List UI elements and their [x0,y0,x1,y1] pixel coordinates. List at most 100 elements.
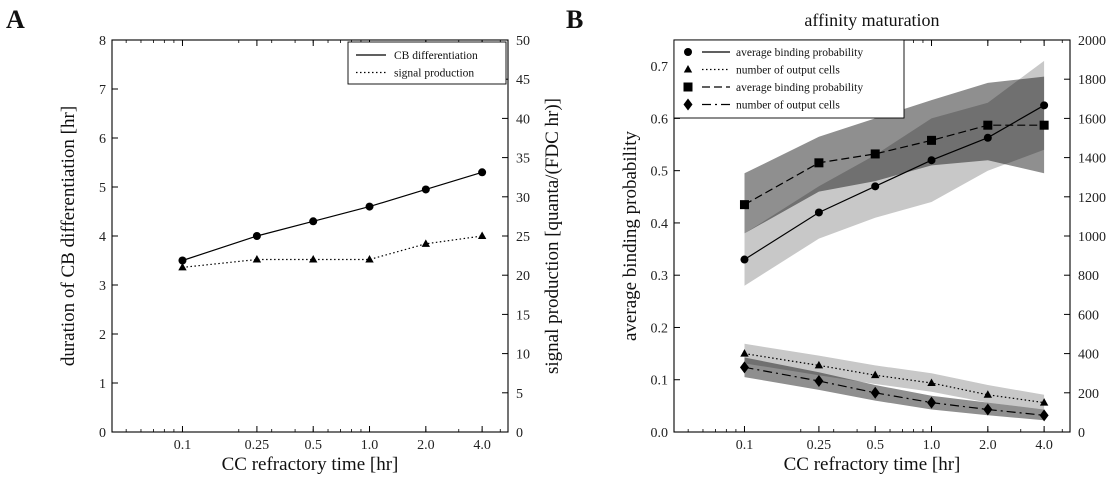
data-point-1-4 [983,390,993,398]
data-point-1-1 [814,360,824,369]
panel-b-chart: 0.1 0.25 0.5 1.0 2.0 4.0 0.0 0.1 0.2 0.3 0.4 0.5 0.6… [620,10,1106,475]
x-axis-label: CC refractory time [hr] [784,454,961,475]
data-point-0-5 [1040,101,1049,110]
y-left-tick-label: 0.7 [651,60,669,75]
x-axis-label: CC refractory time [hr] [222,454,399,475]
plot-frame [111,39,509,433]
x-tick-label: 0.25 [245,438,270,453]
legend-marker-2 [683,82,693,92]
x-tick-label: 4.0 [473,438,491,453]
y-right-tick-label: 0 [516,426,523,441]
y-left-tick-label: 5 [99,181,106,196]
y-right-tick-label: 10 [516,348,530,363]
y-left-tick-label: 0.6 [651,112,669,127]
x-tick-label: 1.0 [923,438,941,453]
legend-marker-3 [683,98,693,111]
data-point-0-1 [814,208,823,217]
y-left-tick-label: 2 [99,328,106,343]
y-right-tick-label: 1600 [1078,112,1106,127]
panel-a-letter: A [6,5,25,34]
data-point-0-0 [178,256,187,265]
series-line-1 [744,353,1045,404]
data-point-0-0 [740,255,749,264]
y-right-axis-label: signal production [quanta/(FDC hr)] [542,98,563,374]
data-point-1-0 [178,262,187,271]
y-right-tick-label: 45 [516,73,530,88]
x-tick-label: 0.1 [736,438,754,453]
panel-a-chart: 0.1 0.25 0.5 1.0 2.0 4.0012345678051015202530… [58,34,563,475]
y-right-tick-label: 1000 [1078,230,1106,245]
legend-label-0: average binding probability [736,47,863,59]
y-left-tick-label: 1 [99,377,106,392]
y-right-tick-label: 20 [516,269,530,284]
series-line-0 [744,104,1045,261]
data-point-0-4 [983,133,992,142]
y-right-tick-label: 40 [516,112,530,127]
data-point-3-3 [927,396,937,409]
y-right-tick-label: 15 [516,308,530,323]
y-right-tick-label: 5 [516,387,523,402]
y-left-tick-label: 0.4 [651,217,669,232]
data-point-0-3 [927,156,936,165]
chart-title: affinity maturation [804,10,939,30]
y-left-tick-label: 0.0 [651,426,669,441]
data-point-0-1 [252,232,261,240]
data-point-1-2 [309,255,318,263]
legend-label-1: signal production [394,68,474,80]
x-tick-label: 1.0 [361,438,379,453]
x-tick-label: 0.25 [807,438,832,453]
data-point-1-3 [365,255,374,263]
data-point-3-4 [983,403,993,416]
data-point-3-0 [739,361,749,374]
data-point-3-5 [1039,409,1049,422]
y-left-tick-label: 4 [99,230,106,245]
data-point-1-2 [871,370,880,379]
y-right-tick-label: 800 [1078,269,1099,284]
y-right-tick-label: 1200 [1078,191,1106,206]
x-tick-label: 0.5 [866,438,884,453]
y-right-tick-label: 2000 [1078,34,1106,49]
y-right-tick-label: 35 [516,152,530,167]
y-left-tick-label: 0.2 [651,321,669,336]
data-point-2-1 [814,158,824,168]
y-left-tick-label: 8 [99,34,106,49]
confidence-band-1 [744,343,1045,410]
y-right-tick-label: 50 [516,34,530,49]
series-line-1 [182,235,483,268]
legend-label-2: average binding probability [736,82,863,94]
legend-marker-0 [684,48,692,56]
legend-label-1: number of output cells [736,65,840,77]
y-right-tick-label: 400 [1078,348,1099,363]
y-right-tick-label: 0 [1078,426,1085,441]
y-left-tick-label: 0.3 [651,269,669,284]
y-left-tick-label: 0 [99,426,106,441]
data-point-2-4 [983,120,993,130]
data-point-2-0 [739,200,749,210]
legend-marker-1 [683,65,693,73]
data-point-1-3 [927,378,936,386]
x-tick-label: 0.1 [174,438,192,453]
y-left-tick-label: 7 [99,83,106,98]
x-tick-label: 2.0 [979,438,997,453]
y-left-tick-label: 0.1 [651,374,669,389]
x-tick-label: 2.0 [417,438,435,453]
data-point-3-1 [814,375,824,388]
data-point-0-3 [365,202,374,211]
legend-label-3: number of output cells [736,100,840,112]
y-right-tick-label: 25 [516,230,530,245]
data-point-1-1 [252,255,262,263]
data-point-3-2 [870,386,880,399]
y-right-tick-label: 30 [516,191,530,206]
data-point-1-0 [740,349,749,357]
series-line-0 [182,171,483,262]
y-right-tick-label: 600 [1078,308,1099,323]
confidence-band-3 [744,357,1045,421]
data-point-1-4 [421,239,431,247]
x-tick-label: 4.0 [1035,438,1053,453]
panel-b-letter: B [566,5,583,34]
data-point-2-5 [1039,120,1049,130]
x-tick-label: 0.5 [304,438,322,453]
y-left-tick-label: 3 [99,279,106,294]
y-right-tick-label: 1400 [1078,152,1106,167]
